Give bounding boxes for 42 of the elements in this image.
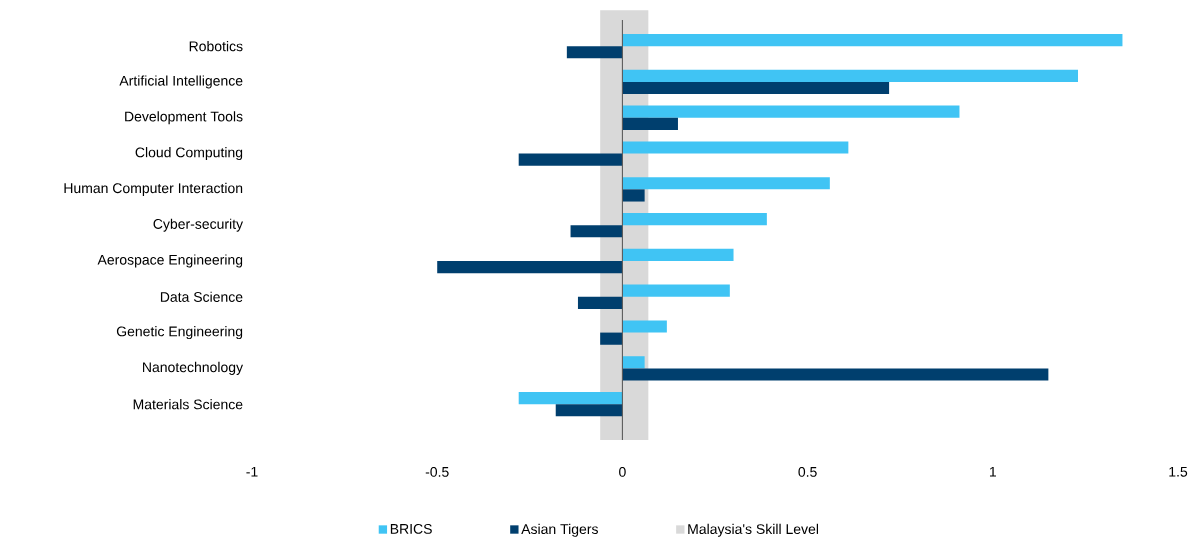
x-tick-label: 0 bbox=[619, 466, 626, 477]
bar bbox=[622, 368, 1049, 381]
y-tick-label: Data Science bbox=[160, 291, 243, 302]
bar bbox=[622, 81, 890, 95]
y-tick-label: Artificial Intelligence bbox=[119, 75, 243, 89]
x-tick-label: 1.5 bbox=[1169, 466, 1188, 477]
bar bbox=[622, 105, 960, 118]
y-tick-label: Cyber-security bbox=[153, 218, 244, 232]
bar bbox=[622, 356, 645, 369]
bar bbox=[555, 404, 623, 417]
legend-label: BRICS bbox=[390, 523, 432, 534]
bar bbox=[622, 177, 830, 190]
bar bbox=[622, 248, 734, 261]
bar bbox=[622, 320, 667, 333]
bar bbox=[622, 189, 645, 202]
bar bbox=[600, 332, 623, 345]
bar bbox=[518, 153, 623, 166]
bar bbox=[622, 33, 1123, 47]
y-tick-label: Aerospace Engineering bbox=[97, 254, 243, 268]
bar bbox=[570, 225, 623, 238]
legend-label: Asian Tigers bbox=[521, 523, 598, 537]
y-tick-label: Nanotechnology bbox=[143, 361, 244, 375]
y-tick-label: Development Tools bbox=[125, 111, 243, 125]
bar bbox=[622, 117, 678, 130]
bar bbox=[518, 392, 623, 405]
bar bbox=[577, 296, 623, 309]
x-tick-label: -1 bbox=[246, 466, 258, 477]
y-tick-label: Human Computer Interaction bbox=[64, 182, 243, 196]
x-tick-label: -0.5 bbox=[425, 466, 449, 477]
x-tick-label: 0.5 bbox=[798, 466, 817, 477]
x-tick-label: 1 bbox=[989, 466, 997, 477]
y-tick-label: Genetic Engineering bbox=[116, 326, 243, 340]
bar bbox=[566, 46, 623, 59]
bar bbox=[622, 284, 730, 297]
bar bbox=[437, 260, 623, 274]
y-tick-label: Cloud Computing bbox=[135, 147, 243, 161]
legend-label: Malaysia's Skill Level bbox=[688, 523, 819, 537]
bar bbox=[622, 212, 767, 226]
bar bbox=[622, 141, 849, 154]
y-tick-label: Materials Science bbox=[133, 399, 243, 410]
bar bbox=[622, 69, 1079, 82]
y-tick-label: Robotics bbox=[189, 41, 243, 52]
